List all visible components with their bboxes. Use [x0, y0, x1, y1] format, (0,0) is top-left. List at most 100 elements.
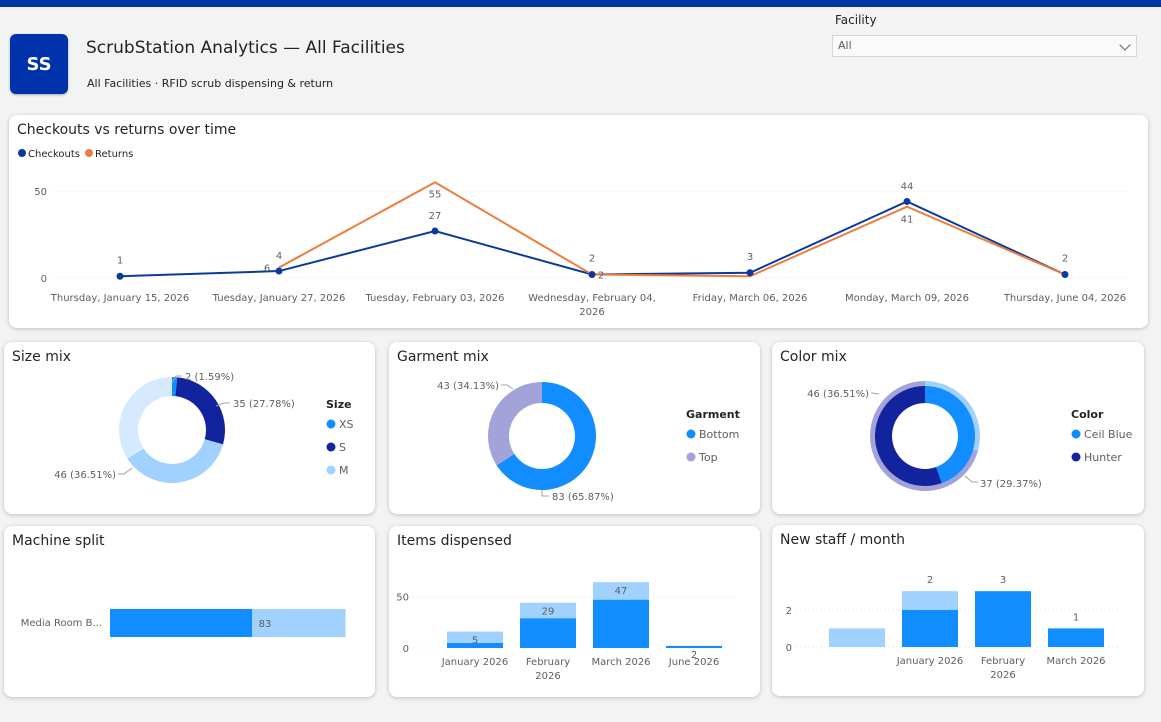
- series-line-returns: [278, 181, 1066, 278]
- facility-filter-label: Facility: [835, 13, 877, 27]
- data-label-returns: 2: [598, 271, 604, 282]
- items-bar-data-label: 2: [691, 650, 697, 661]
- data-point-checkouts: [1061, 271, 1069, 279]
- color-legend-label: Hunter: [1084, 451, 1122, 464]
- legend-label-returns: Returns: [95, 149, 133, 160]
- x-tick-label: Friday, March 06, 2026: [693, 293, 808, 304]
- garment-legend-title: Garment: [686, 408, 740, 421]
- items-dispensed-chart[interactable]: 0 50 5 January 2026 29 February 2026 47 March 20…: [389, 526, 760, 697]
- data-label-size: 35 (27.78%): [233, 399, 295, 410]
- legend-label-checkouts: Checkouts: [28, 149, 80, 160]
- garment-donut-slice-top: [488, 382, 542, 466]
- data-label-checkouts: 2: [1062, 254, 1068, 265]
- leader-line: [501, 384, 514, 390]
- staff-bar-data-label: 1: [1073, 612, 1079, 623]
- garment-mix-card-title: Garment mix: [397, 349, 489, 365]
- size-mix-card: Size mix Size XS S M 2 (1.59%) 35 (27.78%) 46 …: [4, 342, 375, 514]
- y-tick-label: 50: [34, 187, 47, 198]
- items-bar-data-label: 5: [472, 636, 478, 647]
- x-tick-label: Wednesday, February 04,: [528, 293, 656, 304]
- data-label-returns: 6: [264, 264, 270, 275]
- items-bar-segment: [520, 602, 576, 619]
- timeline-chart[interactable]: Checkouts Returns 0 50 Thursday, January 15,…: [9, 115, 1148, 328]
- legend-marker-checkouts: [18, 149, 26, 157]
- timeline-card: Checkouts vs returns over time Checkouts…: [9, 115, 1148, 328]
- machine-split-card-title: Machine split: [12, 533, 105, 549]
- data-label-garment: 83 (65.87%): [552, 492, 614, 503]
- items-bar-segment: [593, 599, 649, 648]
- new-staff-card-title: New staff / month: [780, 532, 906, 548]
- staff-bar-segment: [829, 628, 885, 647]
- data-point-checkouts: [275, 267, 283, 275]
- items-bar-segment: [666, 645, 722, 648]
- garment-mix-chart[interactable]: Garment Bottom Top 83 (65.87%) 43 (34.13%): [389, 342, 760, 514]
- y-tick-label: 50: [396, 593, 409, 604]
- page-title: ScrubStation Analytics — All Facilities: [86, 38, 405, 58]
- new-staff-card: New staff / month 0 2 2 January 2026 3 Februa…: [772, 525, 1144, 696]
- staff-bar-data-label: 2: [927, 575, 933, 586]
- data-label-checkouts: 27: [429, 211, 442, 222]
- bar-segment: [110, 609, 252, 637]
- new-staff-chart[interactable]: 0 2 2 January 2026 3 February 2026 1 March 2026: [772, 525, 1144, 696]
- machine-split-chart[interactable]: Media Room B... 83: [4, 526, 375, 697]
- size-legend-label: S: [339, 441, 346, 454]
- x-tick-label: February: [526, 657, 570, 668]
- data-point-checkouts: [588, 271, 596, 279]
- color-mix-card-title: Color mix: [780, 349, 847, 365]
- data-point-checkouts: [116, 272, 124, 280]
- size-legend-marker: [326, 419, 336, 429]
- bar-data-label: 83: [259, 619, 272, 630]
- size-legend-label: M: [339, 464, 349, 477]
- garment-legend-label: Bottom: [699, 428, 739, 441]
- staff-bar-segment: [1048, 628, 1104, 647]
- size-mix-chart[interactable]: Size XS SM 2 (1.59%) 35 (27.78%) 46 (36.51%): [4, 342, 375, 514]
- y-tick-label: 0: [786, 643, 792, 654]
- data-label-color: 37 (29.37%): [980, 479, 1042, 490]
- size-legend-label: XS: [339, 418, 354, 431]
- leader-line: [215, 402, 230, 407]
- chevron-down-icon[interactable]: [1119, 39, 1131, 51]
- color-mix-chart[interactable]: Color Ceil Blue Hunter 37 (29.37%) 46 (36.51…: [772, 342, 1144, 514]
- x-tick-label: March 2026: [1046, 656, 1105, 667]
- garment-legend-marker: [686, 429, 696, 439]
- leader-line: [871, 392, 880, 395]
- legend-marker-returns: [85, 149, 93, 157]
- garment-legend-marker: [686, 452, 696, 462]
- data-point-checkouts: [746, 269, 754, 277]
- items-bar-segment: [447, 642, 503, 648]
- data-label-checkouts: 4: [276, 251, 282, 262]
- data-label-returns: 55: [429, 189, 442, 200]
- page-subtitle: All Facilities · RFID scrub dispensing &…: [87, 77, 334, 90]
- size-donut-slice-xs: [172, 377, 178, 397]
- x-tick-label: Tuesday, January 27, 2026: [212, 293, 346, 304]
- x-tick-label: February: [981, 656, 1025, 667]
- items-bar-segment: [520, 618, 576, 648]
- garment-donut-slice-bottom: [496, 382, 596, 490]
- items-bar-data-label: 47: [615, 586, 628, 597]
- color-legend-marker: [1071, 452, 1081, 462]
- size-mix-card-title: Size mix: [12, 349, 72, 365]
- color-donut-slice-hunter: [875, 386, 942, 486]
- color-donut-slice-ceil-blue: [925, 386, 975, 484]
- data-label-checkouts: 2: [589, 254, 595, 265]
- color-legend-marker: [1071, 429, 1081, 439]
- x-tick-label: Thursday, January 15, 2026: [50, 293, 189, 304]
- leader-line: [964, 475, 978, 483]
- data-label-checkouts: 3: [747, 252, 753, 263]
- staff-bar-segment: [902, 591, 958, 610]
- color-mix-card: Color mix Color Ceil Blue Hunter 37 (29.37%…: [772, 342, 1144, 514]
- data-label-size: 46 (36.51%): [54, 470, 116, 481]
- items-dispensed-card: Items dispensed 0 50 5 January 2026 29 Februa…: [389, 526, 760, 697]
- items-bar-segment: [593, 582, 649, 600]
- data-label-garment: 43 (34.13%): [437, 381, 499, 392]
- x-tick-label: January 2026: [441, 657, 509, 668]
- facility-filter-dropdown[interactable]: All: [832, 35, 1137, 57]
- data-label-checkouts: 44: [901, 181, 914, 192]
- facility-filter-value: All: [838, 39, 852, 52]
- data-point-checkouts: [903, 197, 911, 205]
- x-tick-label: Thursday, June 04, 2026: [1003, 293, 1126, 304]
- items-dispensed-card-title: Items dispensed: [397, 533, 512, 549]
- items-bar-segment: [447, 631, 503, 643]
- machine-split-card: Machine split Media Room B... 83: [4, 526, 375, 697]
- size-legend-title: Size: [326, 398, 352, 411]
